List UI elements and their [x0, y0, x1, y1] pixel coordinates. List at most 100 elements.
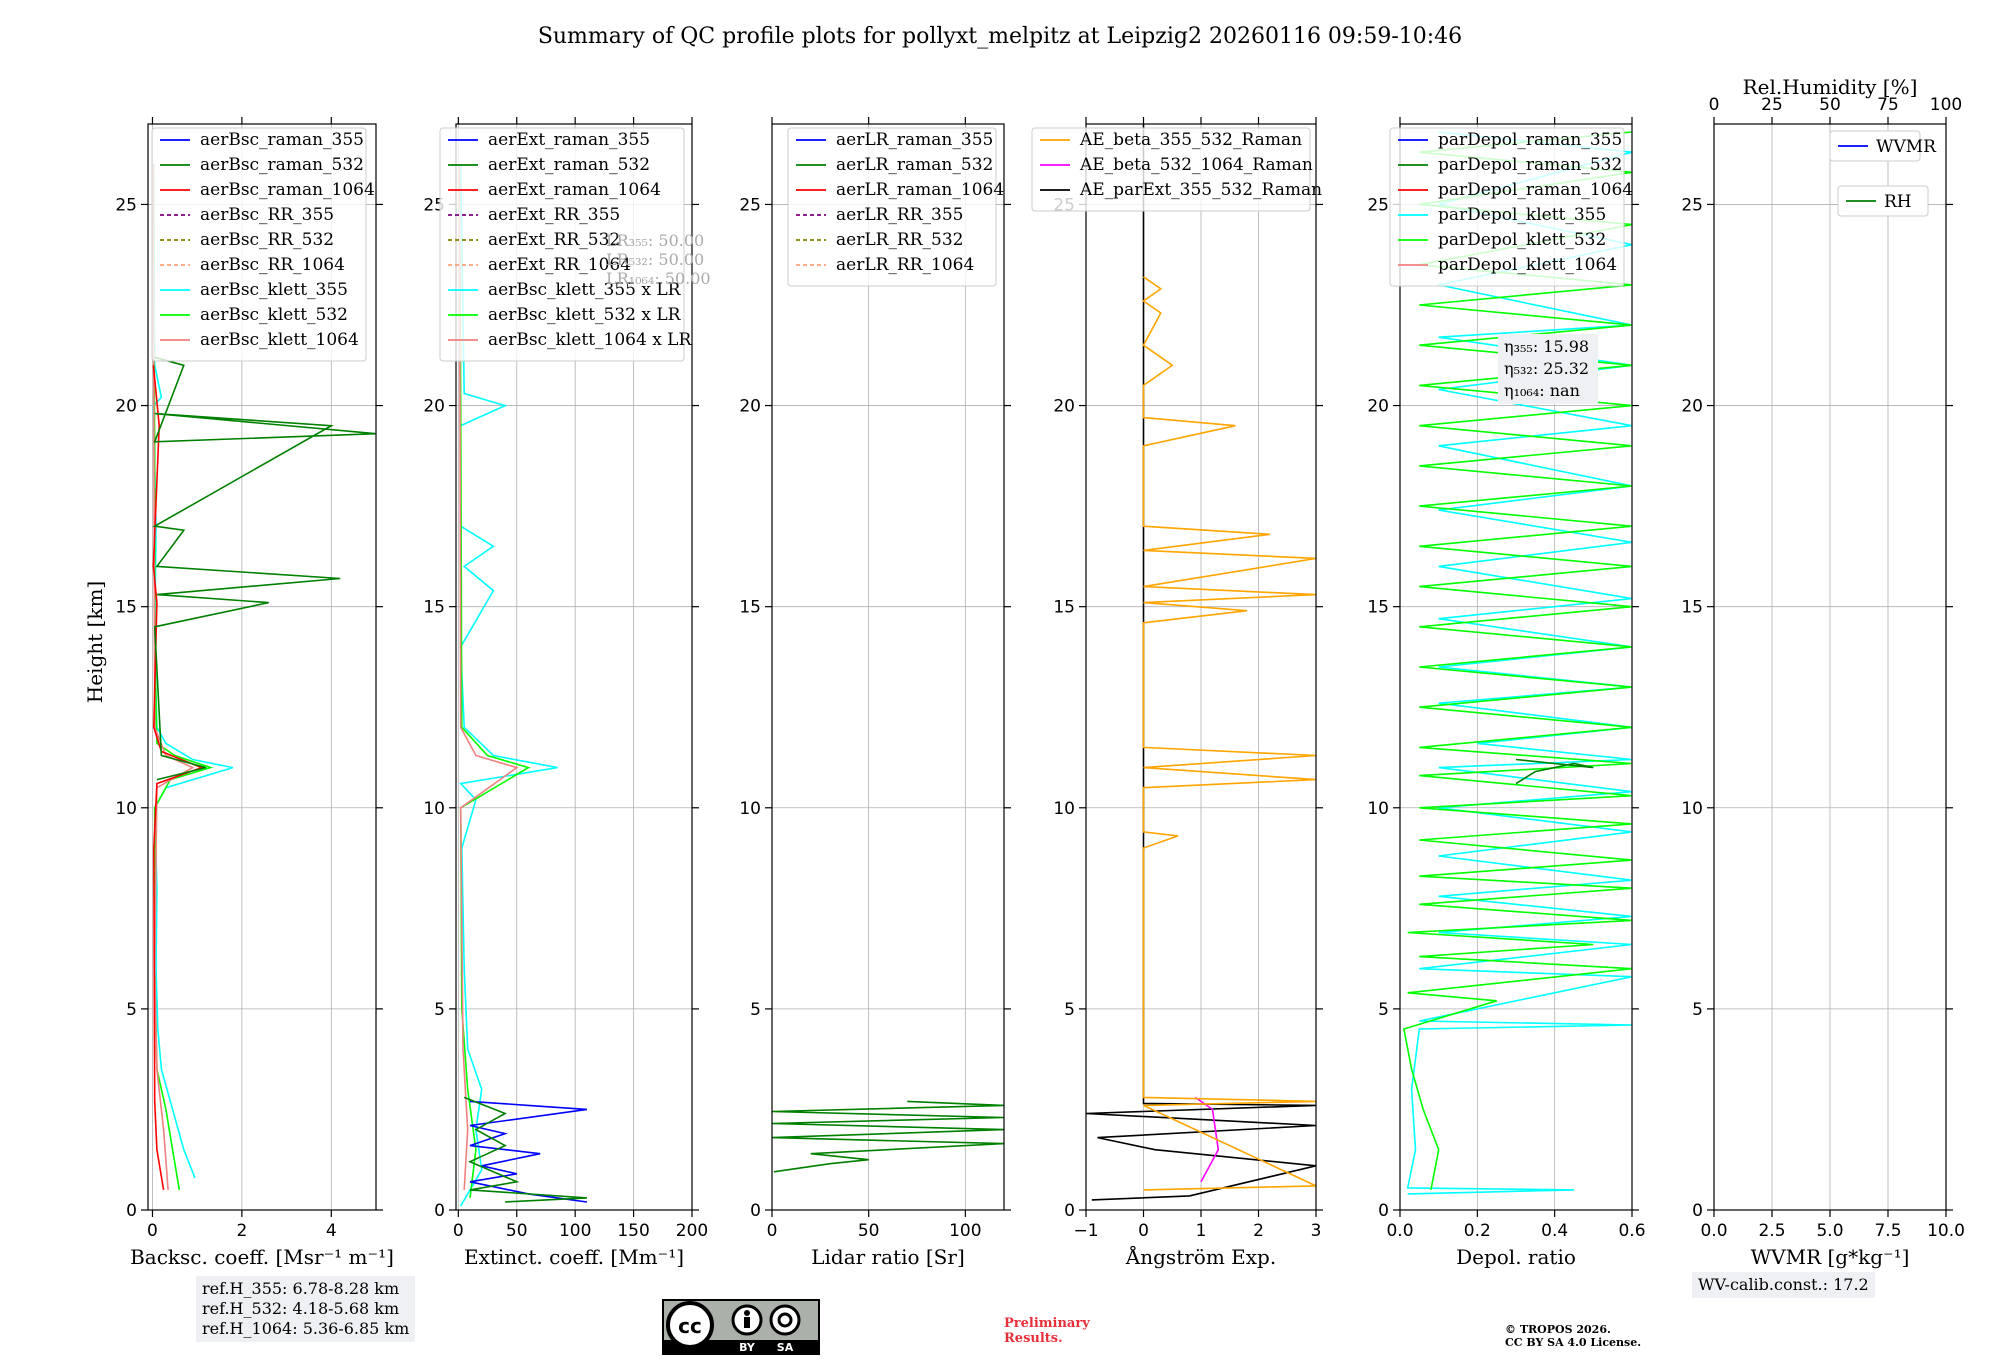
x-tick-label: 0	[147, 1221, 158, 1241]
legend-label: aerBsc_klett_532	[200, 305, 348, 325]
x-tick-label: 4	[326, 1221, 337, 1241]
y-tick-label: 25	[739, 195, 761, 215]
x-tick-label: 0.6	[1618, 1221, 1645, 1241]
legend-frame	[1829, 130, 1921, 162]
x-tick-label: 5.0	[1816, 1221, 1843, 1241]
ref-height-532: ref.H_532: 4.18-5.68 km	[202, 1299, 400, 1318]
x-axis-label: Depol. ratio	[1456, 1245, 1576, 1269]
by-icon-body	[744, 1317, 750, 1328]
x-axis-label: Backsc. coeff. [Msr⁻¹ m⁻¹]	[130, 1245, 394, 1269]
legend: parDepol_raman_355 parDepol_raman_532 parD…	[1389, 127, 1633, 287]
top-x-tick-label: 75	[1877, 95, 1899, 115]
copyright-line-1: © TROPOS 2026.	[1505, 1323, 1611, 1336]
series-group	[1086, 124, 1316, 1201]
legend-label: aerBsc_RR_1064	[200, 255, 345, 275]
y-tick-label: 0	[1692, 1201, 1703, 1221]
by-label: BY	[739, 1341, 756, 1354]
cc-license-badge[interactable]: cc BY SA	[662, 1299, 820, 1355]
legend-label: aerBsc_RR_355	[200, 205, 334, 225]
legend-label: aerExt_raman_532	[488, 155, 650, 175]
legend-label: aerExt_RR_532	[488, 230, 620, 250]
y-tick-label: 15	[1367, 598, 1389, 618]
legend-label: aerExt_raman_355	[488, 130, 650, 150]
legend-label: aerBsc_klett_532 x LR	[488, 305, 682, 325]
y-tick-label: 0	[1064, 1201, 1075, 1221]
angstrom-panel: −101230510152025Ångström Exp.AE_beta_355…	[1031, 117, 1323, 1269]
x-tick-label: 0	[767, 1221, 778, 1241]
preliminary-line-1: Preliminary	[1004, 1316, 1090, 1331]
preliminary-results-note: Preliminary Results.	[1004, 1316, 1090, 1346]
series-line-ae-parext-355-532-raman	[1086, 124, 1316, 1201]
eta-label: η₁₀₆₄: nan	[1504, 381, 1580, 400]
y-tick-label: 25	[1681, 195, 1703, 215]
x-tick-label: 7.5	[1874, 1221, 1901, 1241]
y-tick-label: 5	[1378, 1000, 1389, 1020]
y-tick-label: 15	[115, 598, 137, 618]
y-tick-label: 25	[1367, 195, 1389, 215]
legend: aerLR_raman_355 aerLR_raman_532 aerLR_rama…	[787, 127, 1004, 287]
legend-label: parDepol_klett_532	[1438, 230, 1606, 250]
sa-label: SA	[777, 1341, 794, 1354]
depolarization-panel: 0.0 0.2 0.4 0.6 0 5 10 15 20 25 Depol. ratio parDep…	[1367, 117, 1646, 1269]
legend-label: aerExt_raman_1064	[488, 180, 661, 200]
legend-label: aerLR_RR_1064	[836, 255, 974, 275]
legend-label: aerBsc_klett_1064	[200, 330, 359, 350]
reference-height-box: ref.H_355: 6.78-8.28 km ref.H_532: 4.18-…	[196, 1276, 416, 1342]
y-tick-label: 15	[1681, 598, 1703, 618]
legend-frame	[787, 127, 997, 287]
series-line-aerlr-raman-532	[772, 1100, 1004, 1173]
cc-icon	[666, 1301, 714, 1349]
x-tick-label: 0.0	[1386, 1221, 1413, 1241]
series-line-aerbsc-raman-1064	[152, 365, 204, 1191]
y-tick-label: 5	[750, 1000, 761, 1020]
wv-calib-const: WV-calib.const.: 17.2	[1698, 1275, 1869, 1294]
legend-frame	[439, 127, 685, 362]
legend-label: aerLR_RR_355	[836, 205, 963, 225]
legend-label: AE_beta_355_532_Raman	[1079, 130, 1302, 150]
series-line-aerbsc-klett-532-x-lr	[458, 164, 531, 1198]
preliminary-line-2: Results.	[1004, 1331, 1063, 1346]
y-tick-label: 0	[434, 1201, 445, 1221]
legend-label: AE_beta_532_1064_Raman	[1079, 155, 1313, 175]
series-line-aerext-raman-355	[469, 1100, 588, 1203]
y-tick-label: 0	[126, 1201, 137, 1221]
series-line-aerext-raman-532	[463, 1096, 587, 1203]
eta-box	[1498, 334, 1598, 404]
wv-calib-box: WV-calib.const.: 17.2	[1692, 1272, 1875, 1298]
legend-label: aerLR_raman_1064	[836, 180, 1004, 200]
y-tick-label: 10	[423, 799, 445, 819]
legend-label: aerLR_raman_532	[836, 155, 993, 175]
x-tick-label: 0.0	[1700, 1221, 1727, 1241]
legend-label: aerBsc_raman_532	[200, 155, 364, 175]
legend: aerExt_raman_355 aerExt_raman_532 aerExt_r…	[439, 127, 692, 362]
legend-frame	[151, 127, 367, 362]
legend-frame	[1389, 127, 1625, 287]
legend-label: aerBsc_raman_1064	[200, 180, 375, 200]
legend-label: aerBsc_klett_1064 x LR	[488, 330, 692, 350]
legend-label: parDepol_raman_355	[1438, 130, 1622, 150]
legend: AE_beta_355_532_Raman AE_beta_532_1064_Ra…	[1031, 127, 1322, 212]
axes-frame	[147, 123, 377, 1211]
series-group	[772, 1100, 1004, 1173]
x-tick-label: 50	[858, 1221, 880, 1241]
series-line-pardepol-klett-532	[1402, 131, 1632, 1191]
x-tick-label: −1	[1073, 1221, 1098, 1241]
x-tick-label: 2.5	[1758, 1221, 1785, 1241]
lr-label: LR₅₃₂: 50.00	[606, 250, 704, 269]
figure-title: Summary of QC profile plots for pollyxt_…	[538, 24, 1462, 49]
y-tick-label: 10	[1681, 799, 1703, 819]
axes-frame	[771, 123, 1005, 1211]
series-group	[458, 164, 588, 1207]
top-x-tick-label: 50	[1819, 95, 1841, 115]
sa-icon	[769, 1304, 801, 1336]
series-line-ae-beta-355-532-raman	[1142, 276, 1316, 1191]
legend-frame	[1031, 127, 1311, 212]
legend-label: parDepol_raman_532	[1438, 155, 1622, 175]
legend-label: aerExt_RR_1064	[488, 255, 631, 275]
x-tick-label: 0	[1138, 1221, 1149, 1241]
top-x-tick-label: 25	[1761, 95, 1783, 115]
y-tick-label: 5	[1064, 1000, 1075, 1020]
series-line-pardepol-klett-355	[1406, 131, 1632, 1195]
